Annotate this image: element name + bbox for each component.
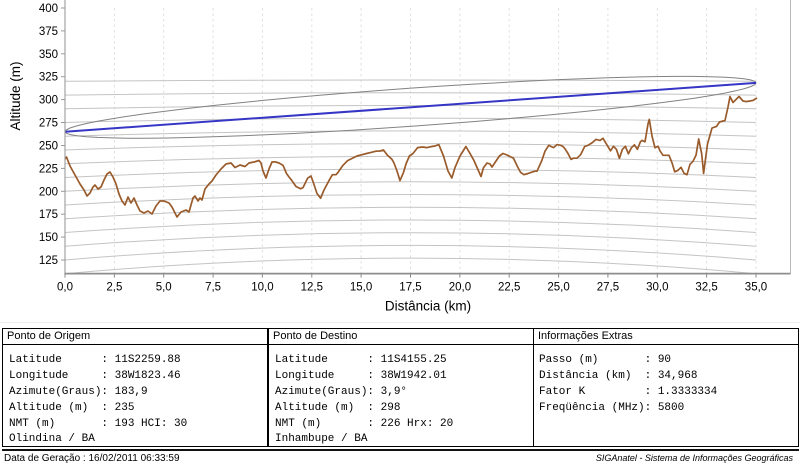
- svg-text:25,0: 25,0: [547, 282, 569, 294]
- svg-text:27,5: 27,5: [597, 282, 619, 294]
- svg-text:175: 175: [39, 209, 58, 221]
- svg-text:350: 350: [39, 49, 58, 61]
- svg-text:20,0: 20,0: [449, 282, 471, 294]
- svg-text:Distância (km): Distância (km): [385, 299, 471, 314]
- svg-text:12,5: 12,5: [301, 282, 323, 294]
- svg-text:35,0: 35,0: [745, 282, 767, 294]
- svg-text:150: 150: [39, 232, 58, 244]
- svg-text:30,0: 30,0: [646, 282, 668, 294]
- svg-text:15,0: 15,0: [350, 282, 372, 294]
- svg-text:17,5: 17,5: [399, 282, 421, 294]
- svg-text:22,5: 22,5: [498, 282, 520, 294]
- svg-text:375: 375: [39, 26, 58, 38]
- svg-text:Altitude (m): Altitude (m): [8, 61, 23, 130]
- svg-text:400: 400: [39, 3, 58, 15]
- svg-text:125: 125: [39, 255, 58, 267]
- svg-text:225: 225: [39, 163, 58, 175]
- svg-text:200: 200: [39, 186, 58, 198]
- svg-text:275: 275: [39, 118, 58, 130]
- svg-text:325: 325: [39, 72, 58, 84]
- svg-text:250: 250: [39, 141, 58, 153]
- svg-text:0,0: 0,0: [57, 282, 73, 294]
- svg-text:10,0: 10,0: [251, 282, 273, 294]
- svg-text:32,5: 32,5: [695, 282, 717, 294]
- svg-text:300: 300: [39, 95, 58, 107]
- svg-text:2,5: 2,5: [106, 282, 122, 294]
- svg-text:5,0: 5,0: [156, 282, 172, 294]
- svg-text:7,5: 7,5: [205, 282, 221, 294]
